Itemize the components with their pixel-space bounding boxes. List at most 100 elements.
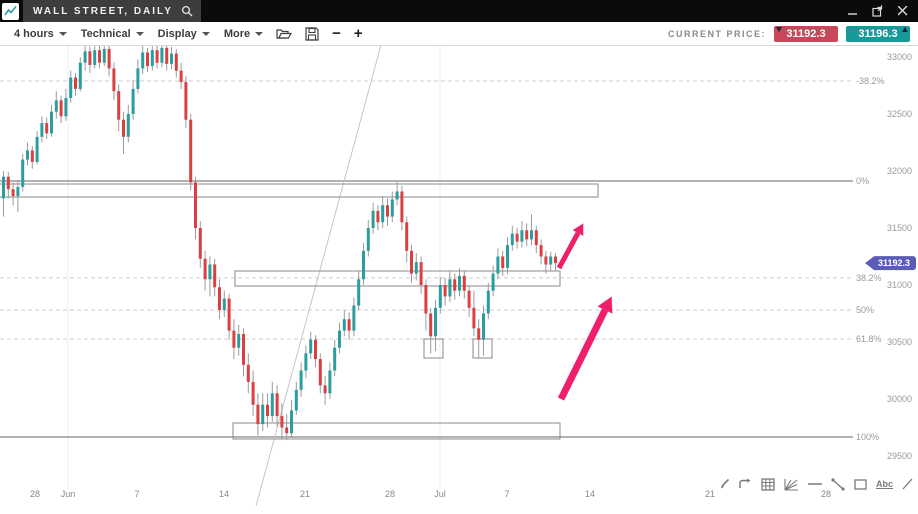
candle-body [496,256,500,274]
candle-body [482,313,485,340]
candle-body [45,123,49,134]
date-axis-label: 21 [705,489,715,499]
candle-body [179,70,183,83]
rectangle-tool-icon[interactable] [854,478,867,490]
save-icon[interactable] [305,26,319,41]
display-dropdown[interactable]: Display [158,28,210,40]
date-axis-label: 28 [385,489,395,499]
candle-body [21,159,25,187]
small-up-arrow-head[interactable] [572,223,584,236]
candle-body [448,279,452,297]
date-axis-label: 7 [504,489,509,499]
large-up-arrow-head[interactable] [597,296,613,314]
candle-body [333,347,337,371]
small-box-1[interactable] [423,338,444,359]
candle-body [227,298,231,331]
candle-body [131,88,135,114]
price-axis-label: 31500 [887,223,912,233]
trendline-annotation[interactable] [255,44,382,507]
candle-body [112,68,116,92]
search-icon[interactable] [181,5,193,17]
restore-window-button[interactable] [871,4,885,18]
candle-body [318,359,322,386]
sell-price-button[interactable]: 31192.3 [774,25,838,42]
chevron-down-icon [58,31,67,36]
minimize-button[interactable] [846,4,860,18]
small-box-2[interactable] [472,338,493,359]
trendline-tool-icon[interactable] [831,477,845,491]
candle-body [501,256,505,268]
candle-body [376,210,380,223]
candle-body [386,205,389,217]
candle-body [30,150,34,162]
candle-body [285,427,289,434]
candle-body [88,51,92,65]
zero-level-zone[interactable] [0,183,599,198]
timeframe-dropdown[interactable]: 4 hours [14,28,67,40]
candle-body [256,404,260,425]
zoom-out-button[interactable]: − [332,25,341,42]
chart-title-tab[interactable]: WALL STREET, DAILY [23,0,201,22]
candle-body [390,199,394,217]
price-axis-label: 32000 [887,166,912,176]
pen-tool-icon[interactable] [718,478,730,490]
candle-body [419,262,423,285]
price-axis-label: 30500 [887,337,912,347]
candle-body [122,119,125,137]
support-zone-100[interactable] [232,422,561,440]
small-up-arrow[interactable] [556,231,581,270]
fib-level-label: 50% [856,305,874,315]
horizontal-line-tool-icon[interactable] [808,482,822,486]
candle-body [477,328,481,340]
more-label: More [223,27,251,40]
price-axis-label: 33000 [887,52,912,62]
date-axis-label: 7 [134,489,139,499]
candle-body [117,91,121,120]
date-axis-label: 28 [821,489,831,499]
candle-body [362,250,365,280]
candle-body [136,68,140,89]
diagonal-line-tool-icon[interactable] [902,478,913,490]
candle-body [467,290,471,308]
candle-body [26,150,29,160]
candle-body [347,319,351,331]
chevron-down-icon [135,31,144,36]
zoom-in-button[interactable]: + [353,25,363,42]
candle-body [6,176,10,190]
fan-lines-tool-icon[interactable] [784,478,799,491]
more-dropdown[interactable]: More [223,27,264,40]
buy-price-button[interactable]: 31196.3 [846,25,910,42]
candle-body [429,313,433,337]
candle-body [83,51,87,63]
candle-body [194,182,197,228]
candle-body [232,330,236,348]
grid-tool-icon[interactable] [761,477,775,491]
candle-body [93,50,97,65]
candle-body [107,49,111,69]
candle-body [371,210,375,228]
large-up-arrow[interactable] [557,308,609,401]
technical-dropdown[interactable]: Technical [81,28,144,40]
price-axis-label: 30000 [887,394,912,404]
current-price-label: CURRENT PRICE: [667,28,766,39]
candle-body [126,114,130,137]
open-folder-icon[interactable] [276,27,293,40]
curve-tool-icon[interactable] [739,478,752,490]
text-tool-button[interactable]: Abc [876,479,894,489]
chart-toolbar: 4 hours Technical Display More − + CURRE… [0,22,918,46]
current-price-tag [872,256,916,271]
candle-body [266,404,269,417]
title-bar: WALL STREET, DAILY [0,0,918,22]
candle-body [357,279,361,306]
resistance-zone-382[interactable] [234,270,561,287]
candle-body [198,228,202,259]
candle-body [491,273,495,291]
candle-body [78,62,82,89]
date-axis-label: Jun [61,489,76,499]
display-label: Display [157,27,197,40]
candle-body [170,53,173,64]
chevron-down-icon [201,31,210,36]
close-icon[interactable] [896,4,910,18]
candle-body [424,285,428,314]
